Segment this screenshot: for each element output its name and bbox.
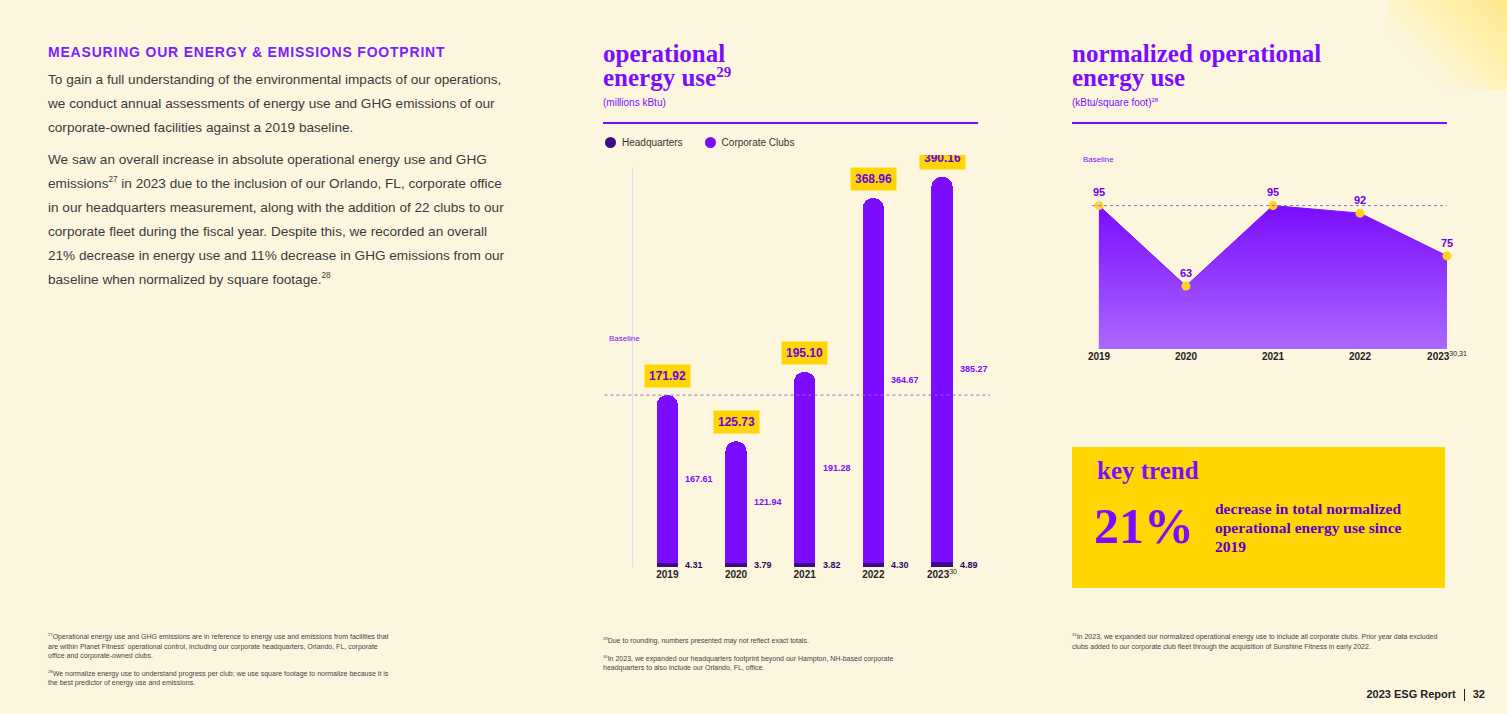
html-text:normalized operational energy: normalized operational energy use — [1072, 40, 1322, 91]
html-text:21%: 21% — [1094, 498, 1194, 554]
svg-text:75: 75 — [1441, 237, 1453, 249]
svg-text:2019: 2019 — [656, 569, 679, 580]
html-text:31In 2023, we expanded our nor: 31In 2023, we expanded our normalized op… — [1072, 631, 1438, 650]
svg-text:2023​30,31​: 2023​30,31​ — [1427, 350, 1467, 362]
svg-text:191.28: 191.28 — [823, 463, 851, 473]
svg-text:171.92: 171.92 — [649, 369, 686, 383]
html-text:key trend: key trend — [1097, 457, 1199, 484]
html-text:27Operational energy use and G: 27Operational energy use and GHG emissio… — [48, 631, 389, 659]
svg-text:4.30: 4.30 — [891, 560, 909, 570]
svg-text:Baseline: Baseline — [1083, 155, 1114, 164]
svg-text:95: 95 — [1093, 186, 1105, 198]
svg-text:Baseline: Baseline — [609, 334, 640, 343]
svg-text:364.67: 364.67 — [891, 375, 919, 385]
html-text:decrease in total normalized o: decrease in total normalized operational… — [1215, 500, 1402, 555]
svg-text:4.89: 4.89 — [960, 560, 978, 570]
html-text:29Due to rounding, numbers pre: 29Due to rounding, numbers presented may… — [603, 635, 809, 644]
html-text:(kBtu/square foot)28: (kBtu/square foot)28 — [1072, 96, 1159, 108]
svg-text:368.96: 368.96 — [855, 172, 892, 186]
svg-text:63: 63 — [1180, 267, 1192, 279]
svg-text:95: 95 — [1267, 186, 1279, 198]
html-text:To gain a full understanding o: To gain a full understanding of the envi… — [48, 72, 502, 135]
svg-text:2020: 2020 — [725, 569, 748, 580]
svg-text:3.82: 3.82 — [823, 560, 841, 570]
svg-text:2021: 2021 — [1262, 351, 1285, 362]
html-text:Headquarters: Headquarters — [622, 137, 683, 148]
svg-text:2022: 2022 — [1349, 351, 1372, 362]
html-text:(millions kBtu): (millions kBtu) — [603, 97, 666, 108]
svg-text:3.79: 3.79 — [754, 560, 772, 570]
html-text:MEASURING OUR ENERGY & EMISSIO: MEASURING OUR ENERGY & EMISSIONS FOOTPRI… — [48, 44, 446, 60]
svg-text:2020: 2020 — [1175, 351, 1198, 362]
svg-text:2021: 2021 — [794, 569, 817, 580]
html-text:28We normalize energy use to u: 28We normalize energy use to understand … — [48, 668, 389, 686]
html-text:32: 32 — [1472, 688, 1485, 700]
svg-text:2023​30​: 2023​30​ — [927, 568, 957, 580]
svg-text:4.31: 4.31 — [685, 560, 703, 570]
html-text:30In 2023, we expanded our hea: 30In 2023, we expanded our headquarters … — [603, 653, 894, 671]
svg-text:2019: 2019 — [1088, 351, 1111, 362]
svg-text:195.10: 195.10 — [786, 346, 823, 360]
svg-text:2022: 2022 — [862, 569, 885, 580]
html-text:We saw an overall increase in: We saw an overall increase in absolute o… — [48, 152, 505, 287]
svg-text:121.94: 121.94 — [754, 497, 782, 507]
svg-text:125.73: 125.73 — [718, 415, 755, 429]
html-text:2023 ESG Report: 2023 ESG Report — [1366, 688, 1456, 700]
svg-text:92: 92 — [1354, 194, 1366, 206]
svg-text:390.16: 390.16 — [924, 155, 961, 165]
html-text:operational energy use29: operational energy use29 — [603, 40, 732, 91]
svg-text:385.27: 385.27 — [960, 364, 988, 374]
html-text:Corporate Clubs: Corporate Clubs — [721, 137, 795, 148]
svg-text:167.61: 167.61 — [685, 474, 713, 484]
